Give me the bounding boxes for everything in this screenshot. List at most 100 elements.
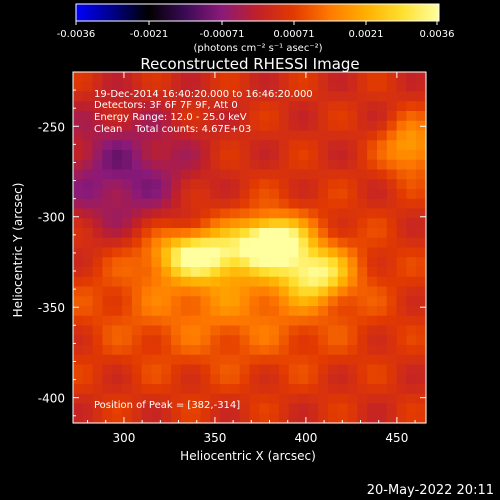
heatmap-cell — [249, 237, 260, 249]
heatmap-cell — [347, 159, 358, 171]
heatmap-cell — [200, 315, 211, 327]
heatmap-cell — [239, 150, 251, 161]
heatmap-cell — [112, 111, 123, 122]
heatmap-cell — [259, 296, 270, 307]
heatmap-cell — [406, 101, 417, 112]
heatmap-cell — [308, 267, 319, 278]
heatmap-cell — [210, 413, 221, 424]
heatmap-cell — [288, 345, 300, 356]
heatmap-cell — [269, 413, 280, 424]
heatmap-cell — [210, 81, 221, 93]
heatmap-cell — [200, 228, 211, 239]
heatmap-cell — [308, 111, 319, 122]
heatmap-cell — [298, 354, 309, 366]
heatmap-cell — [347, 198, 358, 210]
heatmap-cell — [141, 91, 153, 102]
heatmap-cell — [249, 228, 260, 239]
heatmap-cell — [229, 315, 241, 327]
heatmap-cell — [151, 296, 162, 307]
heatmap-cell — [180, 374, 192, 385]
heatmap-cell — [229, 296, 241, 307]
heatmap-cell — [416, 101, 427, 112]
heatmap-cell — [357, 267, 368, 278]
heatmap-cell — [357, 179, 368, 190]
heatmap-cell — [161, 354, 172, 366]
heatmap-cell — [82, 237, 94, 249]
heatmap-cell — [190, 247, 202, 258]
heatmap-cell — [161, 189, 172, 200]
heatmap-cell — [357, 130, 368, 141]
heatmap-cell — [386, 306, 398, 317]
heatmap-cell — [161, 384, 172, 395]
heatmap-cell — [318, 393, 329, 405]
heatmap-cell — [337, 257, 349, 268]
heatmap-cell — [180, 169, 192, 180]
heatmap-cell — [318, 120, 329, 132]
heatmap-cell — [210, 179, 221, 190]
heatmap-cell — [406, 403, 417, 414]
heatmap-cell — [406, 169, 417, 180]
colorbar-tick-label-0: -0.0036 — [57, 29, 96, 40]
heatmap-cell — [210, 120, 221, 132]
heatmap-cell — [102, 189, 113, 200]
heatmap-cell — [327, 130, 339, 141]
heatmap-cell — [308, 150, 319, 161]
heatmap-cell — [220, 111, 231, 122]
heatmap-cell — [396, 315, 407, 327]
heatmap-cell — [327, 208, 339, 219]
heatmap-cell — [259, 120, 270, 132]
heatmap-cell — [347, 228, 358, 239]
heatmap-cell — [416, 228, 427, 239]
heatmap-cell — [327, 393, 339, 405]
heatmap-cell — [190, 296, 202, 307]
heatmap-cell — [376, 267, 388, 278]
heatmap-cell — [278, 208, 290, 219]
heatmap-cell — [249, 267, 260, 278]
heatmap-cell — [92, 179, 104, 190]
heatmap-cell — [249, 91, 260, 102]
heatmap-cell — [288, 111, 300, 122]
heatmap-cell — [327, 413, 339, 424]
heatmap-cell — [180, 325, 192, 336]
heatmap-cell — [122, 150, 133, 161]
heatmap-cell — [102, 130, 113, 141]
heatmap-cell — [376, 247, 388, 258]
heatmap-cell — [298, 325, 309, 336]
heatmap-cell — [308, 208, 319, 219]
heatmap-cell — [376, 101, 388, 112]
heatmap-cell — [347, 140, 358, 151]
heatmap-cell — [200, 150, 211, 161]
heatmap-cell — [327, 179, 339, 190]
heatmap-cell — [180, 140, 192, 151]
heatmap-cell — [141, 150, 153, 161]
heatmap-cell — [122, 208, 133, 219]
heatmap-cell — [73, 403, 84, 414]
colorbar-tick-label-1: -0.0021 — [130, 29, 169, 40]
heatmap-cell — [416, 91, 427, 102]
heatmap-cell — [82, 257, 94, 268]
heatmap-cell — [141, 413, 153, 424]
heatmap-cell — [229, 111, 241, 122]
heatmap-cell — [122, 306, 133, 317]
heatmap-cell — [190, 345, 202, 356]
heatmap-cell — [171, 72, 182, 83]
heatmap-cell — [269, 403, 280, 414]
heatmap-cell — [102, 374, 113, 385]
heatmap-cell — [357, 257, 368, 268]
heatmap-cell — [278, 364, 290, 375]
heatmap-cell — [141, 189, 153, 200]
heatmap-cell — [249, 140, 260, 151]
heatmap-cell — [318, 364, 329, 375]
heatmap-cell — [406, 81, 417, 93]
heatmap-cell — [386, 403, 398, 414]
heatmap-cell — [367, 218, 378, 229]
heatmap-cell — [318, 374, 329, 385]
heatmap-cell — [141, 179, 153, 190]
heatmap-cell — [337, 72, 349, 83]
heatmap-cell — [161, 150, 172, 161]
heatmap-cell — [288, 257, 300, 268]
heatmap-cell — [308, 257, 319, 268]
heatmap-cell — [249, 384, 260, 395]
heatmap-cell — [386, 179, 398, 190]
heatmap-cell — [82, 335, 94, 346]
